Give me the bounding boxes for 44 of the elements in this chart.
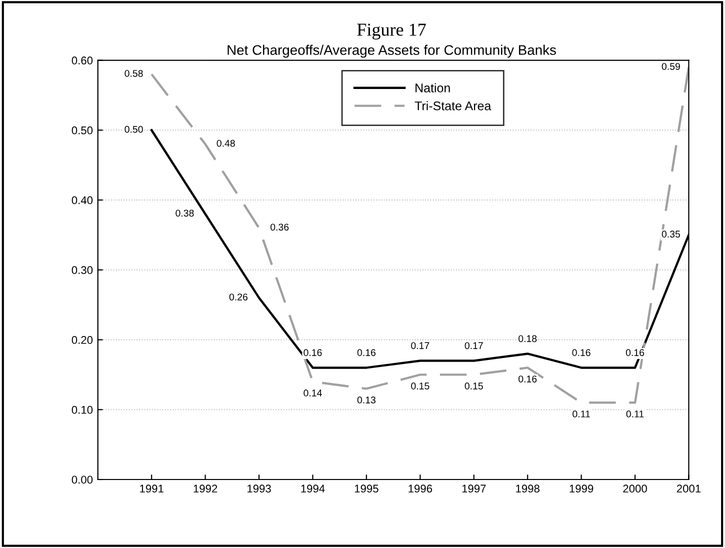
data-label: 0.13 [357,396,376,404]
x-tick-label: 1992 [194,484,218,493]
x-tick-label: 1998 [516,484,540,493]
y-tick-label: 0.10 [72,406,93,414]
data-label: 0.50 [124,126,143,133]
data-label: 0.38 [176,210,194,217]
x-tick-label: 1999 [570,484,594,493]
data-label: 0.26 [229,294,248,300]
data-label: 0.16 [518,376,537,382]
data-label: 0.14 [304,390,322,396]
y-tick-label: 0.20 [72,336,93,344]
data-label: 0.11 [572,410,590,418]
chart-title: Figure 17 [357,24,426,40]
x-tick-label: 1997 [462,484,486,493]
x-tick-label: 2001 [676,484,701,493]
data-label: 0.17 [411,342,430,350]
data-label: 0.35 [662,230,680,238]
x-tick-label: 1995 [354,484,378,493]
y-tick-label: 0.60 [72,56,93,64]
x-tick-label: 1991 [140,484,164,493]
data-label: 0.36 [270,224,289,231]
x-tick-label: 2000 [623,484,647,493]
data-label: 0.15 [464,382,483,390]
x-tick-label: 1994 [301,484,325,493]
legend-label: Nation [416,83,450,92]
y-tick-label: 0.40 [72,196,93,204]
data-label: 0.48 [216,140,235,147]
data-label: 0.16 [626,349,644,356]
y-tick-label: 0.50 [72,126,93,134]
legend-label: Tri-State Area [414,101,492,110]
y-tick-label: 0.00 [72,476,93,484]
chart-subtitle: Net Chargeoffs/Average Assets for Community Banks [228,44,556,58]
x-tick-label: 1993 [248,484,271,493]
data-label: 0.16 [357,349,376,356]
data-label: 0.15 [411,382,430,390]
data-label: 0.16 [304,349,322,356]
data-label: 0.11 [626,410,644,418]
data-label: 0.59 [662,62,680,70]
x-tick-label: 1996 [408,484,432,493]
data-label: 0.17 [464,342,483,350]
y-tick-label: 0.30 [72,266,93,274]
data-label: 0.18 [518,335,537,342]
data-label: 0.58 [124,70,143,77]
data-label: 0.16 [572,349,590,356]
